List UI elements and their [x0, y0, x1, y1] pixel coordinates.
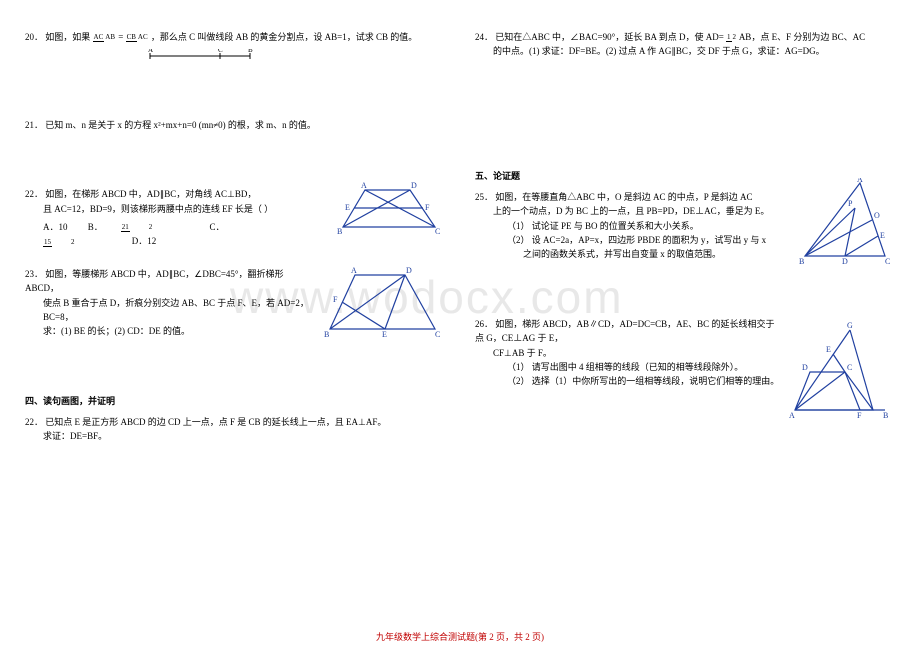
svg-text:E: E: [880, 231, 885, 240]
p25-diagram: A B C D E O P: [795, 178, 895, 268]
p25-text-b: 上的一个动点，D 为 BC 上的一点，且 PB=PD，DE⊥AC，垂足为 E。: [493, 204, 790, 218]
p22a-text-b: 且 AC=12，BD=9，则该梯形两腰中点的连线 EF 长是（ ）: [43, 202, 325, 216]
p23-text-c: 求：(1) BE 的长；(2) CD：DE 的值。: [43, 324, 315, 338]
svg-text:G: G: [847, 322, 853, 330]
svg-text:E: E: [345, 203, 350, 212]
p24-text-b: AB，点 E、F 分别为边 BC、AC: [739, 32, 865, 42]
page-container: 20． 如图，如果 ACAB = CBAC ，那么点 C 叫做线段 AB 的黄金…: [0, 0, 920, 651]
problem-24: 24． 已知在△ABC 中，∠BAC=90°，延长 BA 到点 D，使 AD= …: [475, 30, 895, 59]
svg-text:D: D: [411, 182, 417, 190]
p23-text-a: 如图，等腰梯形 ABCD 中，AD∥BC，∠DBC=45°，翻折梯形 ABCD，: [25, 269, 284, 293]
p24-num: 24．: [475, 32, 493, 42]
p22b-num: 22．: [25, 417, 43, 427]
svg-text:C: C: [885, 257, 890, 266]
p25-sub2b: 之间的函数关系式，并写出自变量 x 的取值范围。: [523, 247, 790, 261]
p23-num: 23．: [25, 269, 43, 279]
opt-a: A．10: [43, 222, 68, 232]
p25-num: 25．: [475, 192, 493, 202]
svg-text:F: F: [857, 411, 862, 420]
opt-b: B．212: [88, 222, 190, 232]
p21-text: 已知 m、n 是关于 x 的方程 x²+mx+n=0 (mn≠0) 的根，求 m…: [45, 120, 316, 130]
svg-text:A: A: [351, 267, 357, 275]
svg-text:D: D: [406, 267, 412, 275]
p25-text-a: 如图，在等腰直角△ABC 中，O 是斜边 AC 的中点，P 是斜边 AC: [495, 192, 752, 202]
p22b-text-b: 求证：DE=BF。: [43, 429, 445, 443]
p22b-text-a: 已知点 E 是正方形 ABCD 的边 CD 上一点，点 F 是 CB 的延长线上…: [45, 417, 386, 427]
svg-text:P: P: [848, 199, 853, 208]
p20-frac1: ACAB: [93, 34, 116, 41]
svg-text:C: C: [847, 363, 852, 372]
p20-frac2: CBAC: [126, 34, 149, 41]
svg-text:E: E: [382, 330, 387, 339]
problem-20: 20． 如图，如果 ACAB = CBAC ，那么点 C 叫做线段 AB 的黄金…: [25, 30, 445, 68]
p22a-options: A．10 B．212 C．152 D．12: [43, 220, 325, 249]
p25-sub1: （1） 试论证 PE 与 BO 的位置关系和大小关系。: [507, 219, 790, 233]
p20-num: 20．: [25, 32, 43, 42]
p22a-text-a: 如图，在梯形 ABCD 中，AD∥BC，对角线 AC⊥BD，: [45, 189, 256, 199]
p26-num: 26．: [475, 319, 493, 329]
problem-22a: 22． 如图，在梯形 ABCD 中，AD∥BC，对角线 AC⊥BD， 且 AC=…: [25, 187, 445, 249]
p22a-diagram: A D B C E F: [335, 182, 445, 237]
p24-text-a: 已知在△ABC 中，∠BAC=90°，延长 BA 到点 D，使 AD=: [495, 32, 724, 42]
opt-d: D．12: [132, 236, 157, 246]
right-column: 24． 已知在△ABC 中，∠BAC=90°，延长 BA 到点 D，使 AD= …: [475, 30, 895, 631]
svg-text:B: B: [883, 411, 888, 420]
svg-text:D: D: [802, 363, 808, 372]
problem-21: 21． 已知 m、n 是关于 x 的方程 x²+mx+n=0 (mn≠0) 的根…: [25, 118, 445, 132]
svg-text:B: B: [337, 227, 342, 236]
svg-text:A: A: [789, 411, 795, 420]
p22a-num: 22．: [25, 189, 43, 199]
p26-sub2: （2） 选择（1）中你所写出的一组相等线段，说明它们相等的理由。: [507, 374, 780, 388]
page-footer: 九年级数学上综合测试题(第 2 页，共 2 页): [0, 630, 920, 643]
p23-text-b: 使点 B 重合于点 D，折痕分别交边 AB、BC 于点 F、E，若 AD=2，B…: [43, 296, 315, 325]
p20-segment-diagram: A C B: [145, 49, 445, 67]
p20-text-b: ，那么点 C 叫做线段 AB 的黄金分割点，设 AB=1，试求 CB 的值。: [151, 32, 417, 42]
problem-22b: 22． 已知点 E 是正方形 ABCD 的边 CD 上一点，点 F 是 CB 的…: [25, 415, 445, 444]
svg-text:F: F: [425, 203, 430, 212]
svg-text:O: O: [874, 211, 880, 220]
p20-eq: =: [118, 32, 123, 42]
seg-label-b: B: [248, 49, 253, 54]
section-4-title: 四、读句画图，并证明: [25, 394, 445, 407]
problem-26: 26． 如图，梯形 ABCD，AB∥CD，AD=DC=CB，AE、BC 的延长线…: [475, 317, 895, 389]
svg-text:E: E: [826, 345, 831, 354]
p26-text-b: CF⊥AB 于 F。: [493, 346, 780, 360]
p23-diagram: A D B E C F: [320, 267, 445, 342]
p21-num: 21．: [25, 120, 43, 130]
problem-23: 23． 如图，等腰梯形 ABCD 中，AD∥BC，∠DBC=45°，翻折梯形 A…: [25, 267, 445, 339]
svg-text:B: B: [324, 330, 329, 339]
svg-text:D: D: [842, 257, 848, 266]
p26-text-a: 如图，梯形 ABCD，AB∥CD，AD=DC=CB，AE、BC 的延长线相交于点…: [475, 319, 774, 343]
svg-text:A: A: [857, 178, 863, 184]
p26-sub1: （1） 请写出图中 4 组相等的线段（已知的相等线段除外）。: [507, 360, 780, 374]
problem-25: 25． 如图，在等腰直角△ABC 中，O 是斜边 AC 的中点，P 是斜边 AC…: [475, 190, 895, 262]
svg-text:B: B: [799, 257, 804, 266]
p24-frac: 12: [726, 34, 737, 41]
svg-text:C: C: [435, 227, 440, 236]
p26-diagram: G D C E A F B: [785, 322, 895, 422]
svg-text:C: C: [435, 330, 440, 339]
seg-label-a: A: [148, 49, 153, 54]
seg-label-c: C: [218, 49, 223, 54]
svg-text:F: F: [333, 295, 338, 304]
p20-text-a: 如图，如果: [45, 32, 90, 42]
left-column: 20． 如图，如果 ACAB = CBAC ，那么点 C 叫做线段 AB 的黄金…: [25, 30, 445, 631]
svg-text:A: A: [361, 182, 367, 190]
p25-sub2: （2） 设 AC=2a，AP=x，四边形 PBDE 的面积为 y，试写出 y 与…: [507, 233, 790, 247]
p24-text-c: 的中点。(1) 求证：DF=BE。(2) 过点 A 作 AG∥BC，交 DF 于…: [493, 44, 895, 58]
